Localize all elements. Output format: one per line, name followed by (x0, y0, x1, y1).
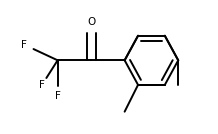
Text: O: O (87, 17, 95, 27)
Text: F: F (39, 80, 45, 90)
Text: F: F (55, 91, 61, 101)
Text: F: F (21, 40, 27, 50)
